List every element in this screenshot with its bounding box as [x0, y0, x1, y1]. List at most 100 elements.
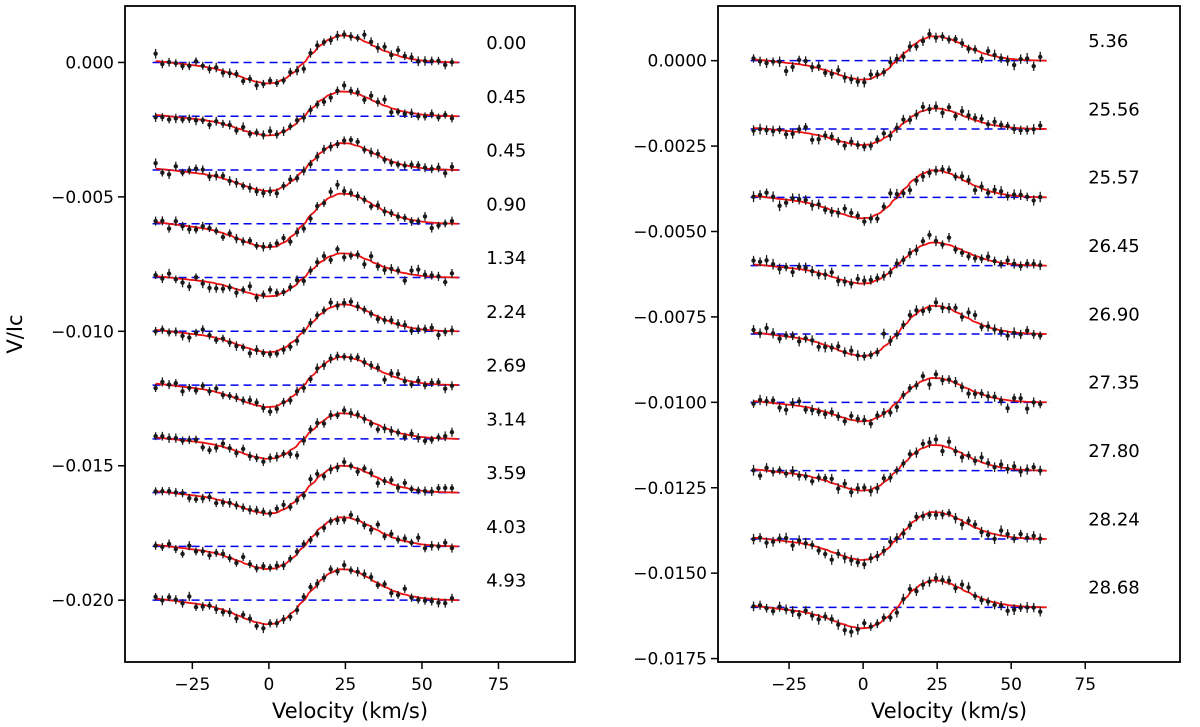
data-point	[173, 490, 179, 495]
data-point	[927, 579, 932, 584]
data-point	[200, 496, 205, 501]
data-point	[914, 44, 919, 49]
data-point	[261, 564, 266, 569]
data-point	[368, 93, 374, 98]
data-point	[321, 253, 327, 259]
data-point	[443, 171, 448, 176]
data-point	[959, 314, 965, 320]
data-point	[836, 210, 841, 215]
data-point	[803, 197, 808, 203]
data-point	[254, 508, 259, 513]
data-point	[823, 344, 828, 350]
y-tick-label: −0.010	[51, 322, 114, 342]
data-point	[751, 128, 756, 133]
data-point	[315, 102, 320, 107]
data-point	[992, 187, 997, 193]
data-point	[368, 470, 374, 476]
data-point	[247, 561, 253, 567]
data-point	[436, 274, 441, 279]
data-point	[160, 544, 165, 550]
data-point	[200, 167, 205, 172]
data-point	[207, 494, 212, 500]
data-point	[842, 555, 847, 561]
data-point	[790, 269, 795, 275]
data-point	[375, 151, 381, 156]
data-point	[368, 574, 374, 580]
data-point	[382, 317, 387, 323]
data-point	[254, 130, 259, 135]
data-point	[816, 272, 821, 277]
data-point	[940, 448, 945, 454]
data-point	[796, 473, 802, 478]
data-point	[443, 485, 448, 491]
data-point	[1011, 62, 1017, 68]
data-point	[368, 311, 374, 316]
data-point	[783, 607, 789, 612]
data-point	[992, 602, 997, 608]
data-point	[395, 321, 401, 327]
data-point	[301, 66, 306, 72]
model-curve	[155, 568, 459, 626]
data-point	[341, 562, 347, 568]
x-axis-label: Velocity (km/s)	[871, 699, 1027, 723]
data-point	[862, 417, 867, 423]
data-point	[809, 407, 815, 413]
data-point	[341, 138, 347, 143]
data-point	[777, 604, 782, 609]
data-point	[1031, 198, 1036, 203]
data-point	[214, 228, 219, 234]
data-point	[402, 163, 407, 168]
data-point	[1005, 531, 1010, 537]
data-point	[920, 513, 926, 519]
data-point	[992, 119, 997, 125]
data-point	[940, 34, 945, 39]
data-point	[862, 80, 867, 85]
data-point	[803, 407, 808, 412]
data-point	[240, 398, 246, 403]
y-tick-label: −0.0150	[633, 564, 707, 584]
data-point	[1038, 468, 1043, 473]
data-point	[881, 410, 887, 416]
data-point	[868, 624, 874, 629]
data-point	[315, 531, 320, 536]
data-point	[751, 401, 756, 406]
data-point	[881, 204, 887, 209]
data-point	[836, 344, 841, 349]
data-point	[823, 207, 828, 213]
data-point	[288, 284, 293, 290]
data-point	[395, 109, 401, 114]
data-point	[436, 332, 441, 338]
data-point	[836, 414, 841, 419]
data-point	[770, 331, 776, 336]
data-point	[894, 125, 900, 131]
data-point	[267, 565, 273, 570]
data-point	[764, 127, 769, 133]
data-point	[959, 455, 965, 460]
data-point	[972, 391, 978, 397]
data-point	[328, 519, 333, 524]
data-point	[267, 243, 273, 249]
data-point	[341, 255, 347, 260]
data-point	[335, 465, 340, 470]
data-point	[1005, 608, 1010, 614]
data-point	[1031, 261, 1036, 267]
data-point	[1038, 123, 1043, 128]
data-point	[429, 543, 434, 548]
data-point	[946, 377, 952, 382]
data-point	[985, 254, 991, 259]
data-point	[790, 131, 795, 136]
data-point	[1031, 400, 1036, 405]
data-point	[894, 332, 900, 337]
data-point	[443, 386, 448, 391]
data-point	[1018, 469, 1023, 474]
data-point	[842, 75, 847, 80]
data-point	[267, 287, 273, 293]
data-point	[422, 326, 428, 332]
data-point	[308, 216, 313, 221]
x-tick-label: 25	[926, 675, 948, 695]
data-point	[281, 183, 286, 189]
data-point	[1031, 127, 1036, 132]
data-point	[402, 111, 407, 116]
data-point	[770, 398, 776, 403]
